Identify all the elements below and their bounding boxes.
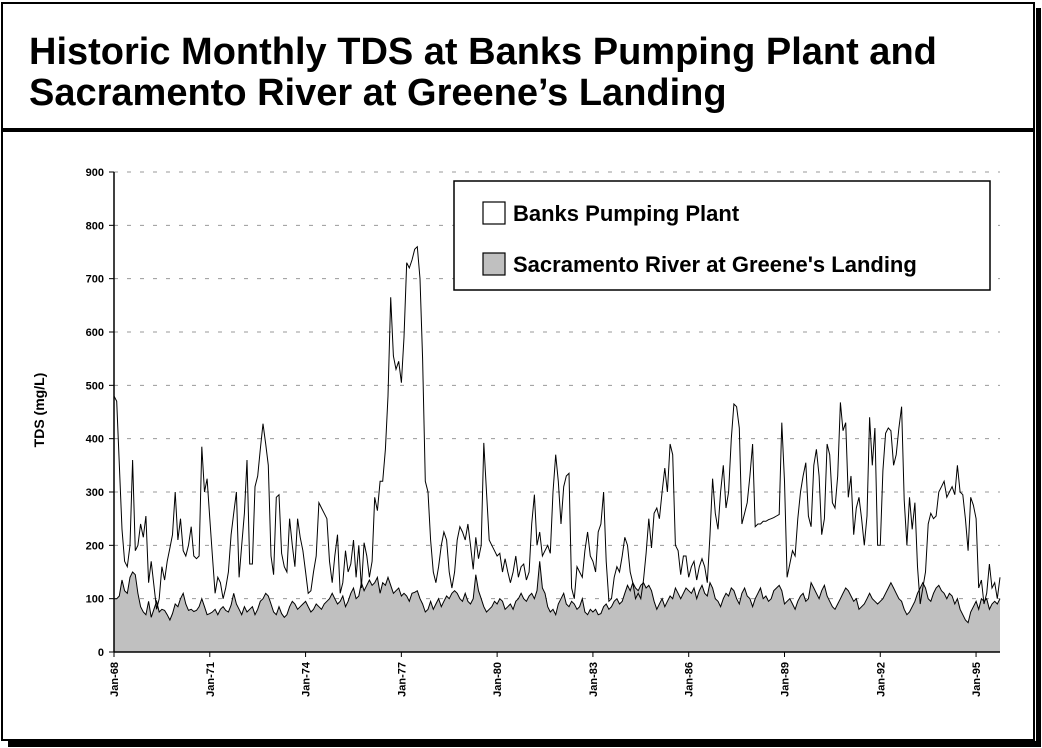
legend: Banks Pumping Plant Sacramento River at … (453, 180, 991, 291)
y-tick-label-300: 300 (86, 487, 104, 499)
legend-label-banks: Banks Pumping Plant (513, 201, 740, 226)
frame-shadow-right (1036, 8, 1041, 747)
x-tick-label-Jan-83: Jan-83 (588, 662, 600, 697)
legend-swatch-banks (482, 201, 506, 225)
chart-title: Historic Monthly TDS at Banks Pumping Pl… (29, 32, 937, 114)
y-tick-label-900: 900 (86, 167, 104, 179)
legend-swatch-sacramento (482, 252, 506, 276)
y-axis-title: TDS (mg/L) (31, 373, 47, 448)
series-line-banks (113, 245, 1001, 610)
series-outline-sacramento (114, 561, 1001, 624)
y-tick-label-600: 600 (86, 327, 104, 339)
area-layer (114, 561, 1000, 652)
chart-title-line-2: Sacramento River at Greene’s Landing (29, 72, 727, 114)
title-box: Historic Monthly TDS at Banks Pumping Pl… (3, 4, 1033, 132)
y-tick-label-700: 700 (86, 274, 104, 286)
x-tick-labels: Jan-68 Jan-71 Jan-74 Jan-77 Jan-80 Jan-83 Jan-… (109, 652, 983, 697)
y-tick-label-200: 200 (86, 540, 104, 552)
y-tick-label-500: 500 (86, 380, 104, 392)
x-tick-label-Jan-86: Jan-86 (684, 662, 696, 697)
x-tick-label-Jan-95: Jan-95 (971, 662, 983, 697)
line-layer (113, 245, 1001, 624)
frame-shadow-bottom (8, 741, 1041, 747)
y-tick-label-800: 800 (86, 220, 104, 232)
axes (113, 172, 1000, 653)
legend-box (453, 180, 991, 291)
x-tick-label-Jan-71: Jan-71 (205, 662, 217, 697)
x-tick-label-Jan-92: Jan-92 (875, 662, 887, 697)
x-tick-label-Jan-74: Jan-74 (301, 661, 313, 697)
x-tick-label-Jan-68: Jan-68 (109, 662, 121, 697)
x-tick-label-Jan-77: Jan-77 (396, 662, 408, 697)
legend-label-sacramento: Sacramento River at Greene's Landing (513, 252, 917, 277)
y-tick-label-400: 400 (86, 434, 104, 446)
y-tick-label-0: 0 (98, 647, 104, 659)
x-tick-label-Jan-80: Jan-80 (492, 662, 504, 697)
series-area-sacramento (114, 561, 1000, 652)
x-tick-label-Jan-89: Jan-89 (779, 662, 791, 697)
y-tick-label-100: 100 (86, 594, 104, 606)
y-tick-labels: 0 100 200 300 400 500 600 700 800 900 (86, 167, 114, 659)
chart-title-line-1: Historic Monthly TDS at Banks Pumping Pl… (29, 31, 937, 73)
